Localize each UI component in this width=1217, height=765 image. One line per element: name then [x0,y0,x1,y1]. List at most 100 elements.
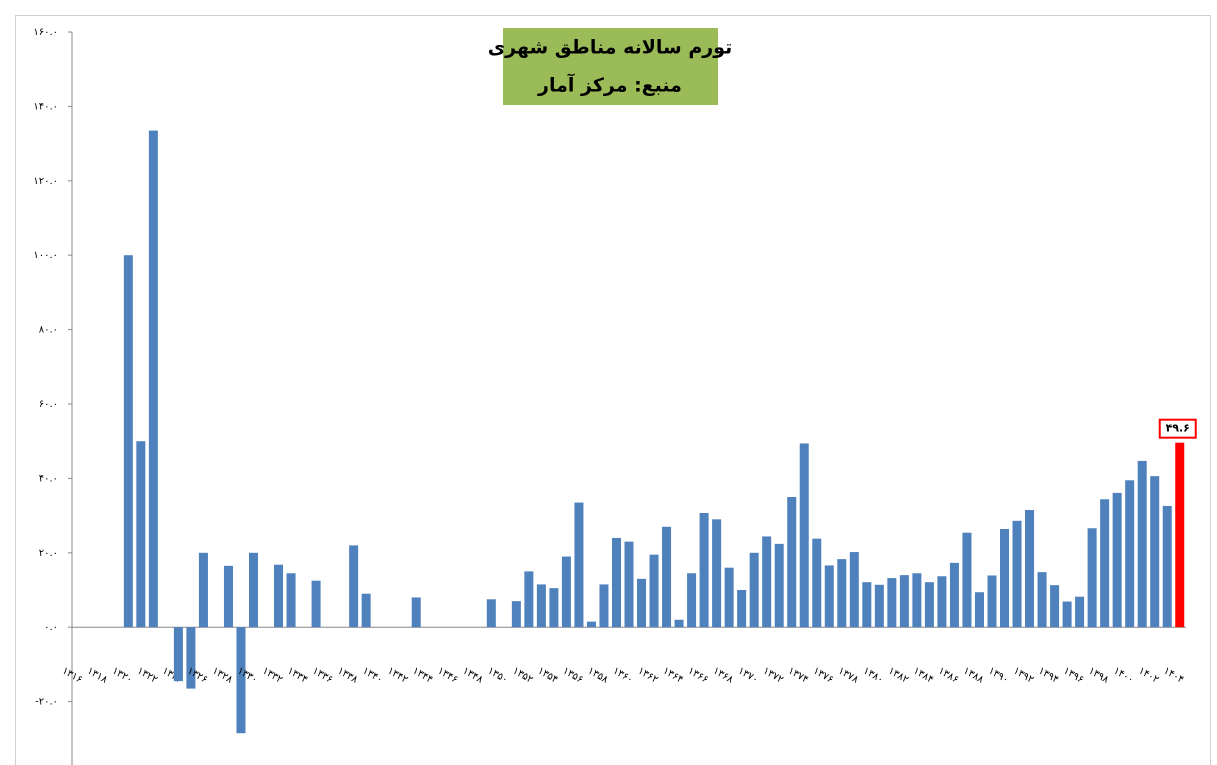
x-tick-label: ۱۳۷۴ [786,665,810,685]
bar [1112,492,1122,628]
bar [849,552,859,628]
x-tick-label: ۱۳۵۸ [586,665,611,686]
x-tick-label: ۱۳۶۲ [636,665,660,685]
x-tick-label: ۱۳۸۶ [936,665,960,685]
bar [599,584,609,628]
bar [286,573,296,628]
y-tick-label: ۸۰.۰ [39,325,58,336]
bar [724,567,734,628]
bar [186,627,196,689]
x-tick-label: ۱۳۷۶ [811,665,835,685]
x-tick-label: ۱۳۷۰ [736,665,760,685]
x-tick-label: ۱۳۴۸ [460,665,485,686]
x-tick-label: ۱۳۷۸ [836,665,861,686]
chart-frame [15,15,1211,765]
x-tick-label: ۱۳۵۲ [511,665,535,685]
y-tick-label: ۱۴۰.۰ [33,101,58,112]
x-tick-label: ۱۳۲۰ [110,665,134,685]
x-tick-label: ۱۳۹۲ [1011,665,1035,685]
bar [274,564,284,628]
bar [1137,460,1147,628]
bar [1025,510,1035,628]
x-tick-label: ۱۳۵۶ [561,665,585,685]
x-tick-label: ۱۳۵۴ [536,665,560,685]
bar [912,573,922,628]
x-tick-label: ۱۳۳۸ [335,665,360,686]
bar [549,588,559,628]
y-tick-label: ۱۰۰.۰ [33,250,58,261]
bar [248,552,259,628]
bar [924,582,934,628]
bar [349,545,359,628]
bar [687,573,697,628]
bar [949,562,959,628]
y-tick-label: ۱۶۰.۰ [33,27,58,38]
bar [774,543,784,628]
bar [1150,476,1160,628]
bar [148,130,158,628]
x-tick-label: ۱۳۹۰ [986,665,1010,685]
bar [1075,596,1085,628]
x-tick-label: ۱۳۲۸ [210,665,235,686]
bar [486,599,496,628]
bar [586,621,596,628]
bar [937,576,947,628]
y-tick-label: ۱۲۰.۰ [33,176,58,187]
bar [1062,601,1072,628]
bar [812,538,822,628]
x-tick-label: ۱۳۴۴ [410,665,434,685]
bar [236,627,246,734]
x-tick-label: ۱۳۸۸ [961,665,986,686]
bar [136,441,146,628]
bar [824,565,834,628]
bar [173,627,183,682]
bar [1100,499,1110,628]
bar [561,556,571,628]
bar [311,580,321,628]
bar [762,536,772,628]
value-label: ۴۹.۶ [1166,422,1190,435]
bar [198,552,208,628]
title-box [503,28,718,105]
x-tick-label: ۱۳۱۸ [85,665,110,686]
bar [123,255,133,628]
bar [699,512,709,628]
x-tick-label: ۱۳۶۶ [686,665,710,685]
x-tick-label: ۱۳۷۲ [761,665,785,685]
y-tick-label: ۲۰.۰ [39,548,58,559]
x-tick-label: ۱۳۶۸ [711,665,736,686]
bar [737,590,747,628]
bar [799,443,809,628]
chart-subtitle: منبع: مرکز آمار [537,73,682,97]
bar [637,578,647,628]
x-tick-label: ۱۴۰۰ [1111,665,1135,685]
bar [962,532,972,628]
x-tick-label: ۱۳۹۴ [1036,665,1060,685]
x-tick-label: ۱۳۸۲ [886,665,910,685]
bar [974,592,984,628]
bar [223,565,233,628]
x-tick-label: ۱۳۴۰ [360,665,384,685]
bar [999,528,1010,628]
x-tick-label: ۱۳۳۶ [310,665,334,685]
x-tick-label: ۱۳۹۶ [1061,665,1085,685]
bar [1037,572,1047,628]
chart-title: تورم سالانه مناطق شهری [488,37,733,59]
y-tick-label: ۴۰.۰ [39,473,58,484]
x-tick-label: ۱۳۶۴ [661,665,685,685]
x-tick-label: ۱۳۴۲ [385,665,409,685]
bar [787,497,797,628]
bar [1087,528,1097,628]
bar [987,575,997,628]
x-tick-label: ۱۳۶۰ [611,665,635,685]
bar [1050,585,1060,628]
bar [649,554,659,628]
bar [749,552,759,628]
bar [662,526,672,628]
bar [574,502,584,628]
x-tick-label: ۱۳۵۰ [486,665,510,685]
x-tick-label: ۱۴۰۴ [1161,665,1185,685]
bar [1125,480,1135,628]
bar [524,571,534,628]
